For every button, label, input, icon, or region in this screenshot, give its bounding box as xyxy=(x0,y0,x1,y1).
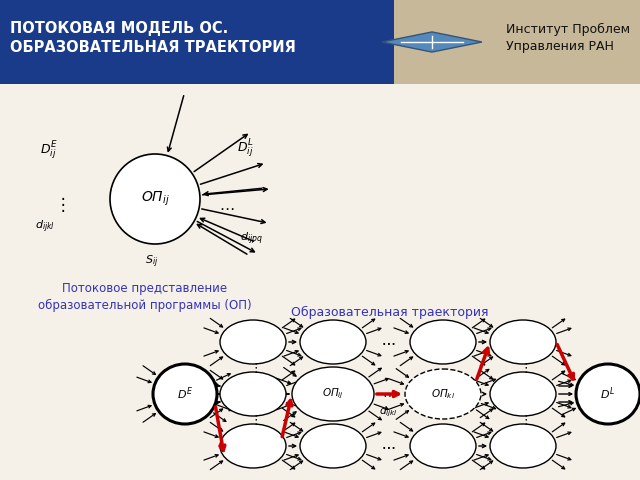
Text: Институт Проблем
Управления РАН: Институт Проблем Управления РАН xyxy=(506,23,630,53)
Ellipse shape xyxy=(490,372,556,416)
Circle shape xyxy=(110,154,200,244)
Text: $ОП_{ij}$: $ОП_{ij}$ xyxy=(141,190,170,208)
FancyBboxPatch shape xyxy=(0,0,394,84)
Text: $\cdots$: $\cdots$ xyxy=(381,439,395,453)
Text: $d_{ijpq}$: $d_{ijpq}$ xyxy=(240,231,263,247)
Text: $\vdots$: $\vdots$ xyxy=(248,413,257,427)
Ellipse shape xyxy=(490,424,556,468)
Ellipse shape xyxy=(220,372,286,416)
Polygon shape xyxy=(382,32,482,52)
Text: $d_{ijkl}$: $d_{ijkl}$ xyxy=(379,405,397,419)
Text: $\vdots$: $\vdots$ xyxy=(54,194,65,214)
Text: $D^E$: $D^E$ xyxy=(177,386,193,402)
Text: $D^E_{ij}$: $D^E_{ij}$ xyxy=(40,140,58,162)
Text: $S_{ij}$: $S_{ij}$ xyxy=(145,254,159,270)
Ellipse shape xyxy=(292,367,374,421)
Text: $ОП_{kl}$: $ОП_{kl}$ xyxy=(431,387,455,401)
Text: $d_{ijkl}$: $d_{ijkl}$ xyxy=(35,219,55,235)
Text: $\cdots$: $\cdots$ xyxy=(382,387,397,401)
Text: $\cdots$: $\cdots$ xyxy=(381,335,395,349)
Text: $ОП_{ij}$: $ОП_{ij}$ xyxy=(322,387,344,401)
Text: $D^L$: $D^L$ xyxy=(600,386,616,402)
Ellipse shape xyxy=(220,424,286,468)
Ellipse shape xyxy=(220,320,286,364)
Ellipse shape xyxy=(576,364,640,424)
Text: ПОТОКОВАЯ МОДЕЛЬ ОС.
ОБРАЗОВАТЕЛЬНАЯ ТРАЕКТОРИЯ: ПОТОКОВАЯ МОДЕЛЬ ОС. ОБРАЗОВАТЕЛЬНАЯ ТРА… xyxy=(10,21,296,55)
Text: Образовательная траектория: Образовательная траектория xyxy=(291,306,489,319)
Text: $\vdots$: $\vdots$ xyxy=(248,361,257,375)
Ellipse shape xyxy=(300,320,366,364)
Text: $\cdots$: $\cdots$ xyxy=(220,200,235,215)
Text: $D^L_{ij}$: $D^L_{ij}$ xyxy=(237,138,254,160)
Ellipse shape xyxy=(300,424,366,468)
Ellipse shape xyxy=(410,320,476,364)
Ellipse shape xyxy=(405,369,481,419)
Text: $\cdots$: $\cdots$ xyxy=(381,439,395,453)
Text: Потоковое представление
образовательной программы (ОП): Потоковое представление образовательной … xyxy=(38,282,252,312)
Text: $\vdots$: $\vdots$ xyxy=(518,413,527,427)
FancyBboxPatch shape xyxy=(394,0,640,84)
Ellipse shape xyxy=(153,364,217,424)
Ellipse shape xyxy=(490,320,556,364)
Ellipse shape xyxy=(410,424,476,468)
Text: $\vdots$: $\vdots$ xyxy=(518,361,527,375)
Text: $\cdots$: $\cdots$ xyxy=(381,335,395,349)
